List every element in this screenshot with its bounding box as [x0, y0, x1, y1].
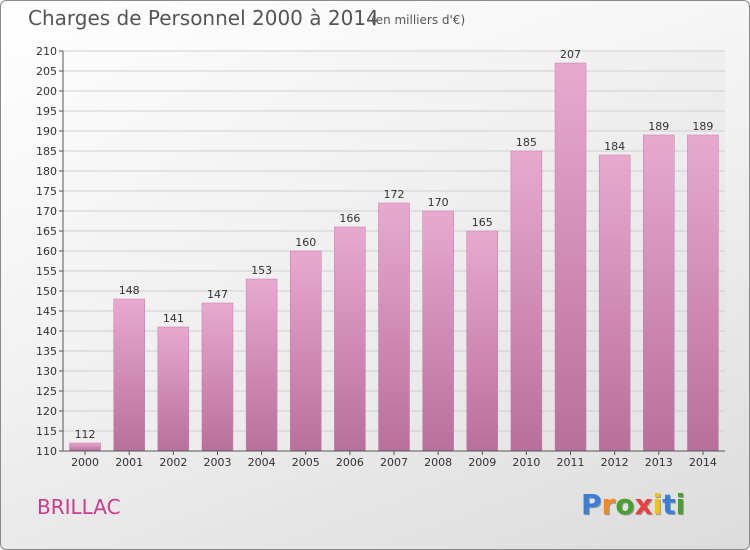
y-tick-label: 140 — [36, 325, 57, 338]
value-label: 148 — [119, 284, 140, 297]
y-tick-label: 110 — [36, 445, 57, 458]
bar-2003 — [201, 302, 234, 452]
y-tick-label: 210 — [36, 45, 57, 58]
value-label: 189 — [648, 120, 669, 133]
bar-2010 — [510, 150, 543, 452]
bar-2007 — [378, 202, 410, 452]
x-tick-label: 2009 — [468, 456, 496, 469]
chart-subtitle: (en milliers d'€) — [371, 13, 466, 27]
y-tick-label: 130 — [36, 365, 57, 378]
value-label: 184 — [604, 140, 625, 153]
x-tick-label: 2014 — [689, 456, 717, 469]
value-label: 185 — [516, 136, 537, 149]
x-tick-label: 2008 — [424, 456, 452, 469]
x-tick-label: 2005 — [292, 456, 320, 469]
x-tick-label: 2003 — [203, 456, 231, 469]
x-tick-label: 2001 — [115, 456, 143, 469]
x-tick-label: 2007 — [380, 456, 408, 469]
y-tick-label: 180 — [36, 165, 57, 178]
brand-letter: o — [615, 488, 635, 521]
x-tick-label: 2012 — [601, 456, 629, 469]
value-label: 207 — [560, 48, 581, 61]
value-label: 160 — [295, 236, 316, 249]
y-tick-label: 145 — [36, 305, 57, 318]
y-tick-label: 160 — [36, 245, 57, 258]
y-tick-label: 115 — [36, 425, 57, 438]
y-tick-label: 200 — [36, 85, 57, 98]
x-tick-label: 2010 — [512, 456, 540, 469]
value-label: 153 — [251, 264, 272, 277]
bar-2011 — [554, 62, 587, 452]
x-tick-label: 2004 — [248, 456, 276, 469]
y-tick-label: 125 — [36, 385, 57, 398]
y-axis-labels: 110 115 120 125 130 135 140 145 150 155 160 165 170 1… — [36, 45, 63, 458]
x-tick-label: 2006 — [336, 456, 364, 469]
y-tick-label: 185 — [36, 145, 57, 158]
entity-name: BRILLAC — [37, 495, 121, 519]
chart-title: Charges de Personnel 2000 à 2014 — [28, 6, 379, 30]
bar-2008 — [422, 210, 454, 452]
y-tick-label: 195 — [36, 105, 57, 118]
bar-2004 — [245, 278, 278, 452]
y-tick-label: 190 — [36, 125, 57, 138]
y-tick-label: 135 — [36, 345, 57, 358]
y-tick-label: 150 — [36, 285, 57, 298]
y-tick-label: 165 — [36, 225, 57, 238]
bar-2002 — [157, 326, 190, 452]
bar-2014 — [687, 134, 719, 452]
x-axis-labels: 2000 2001 2002 2003 2004 2005 2006 2007 2008 2009… — [71, 451, 717, 469]
brand-letter: r — [601, 488, 616, 521]
value-label: 165 — [472, 216, 493, 229]
bar-2001 — [113, 298, 145, 452]
brand-letter: P — [581, 488, 602, 521]
y-tick-label: 170 — [36, 205, 57, 218]
y-tick-label: 120 — [36, 405, 57, 418]
bars — [69, 62, 719, 452]
brand-letter: x — [634, 488, 653, 521]
bar-2012 — [598, 154, 631, 452]
x-tick-label: 2013 — [645, 456, 673, 469]
bar-2006 — [334, 226, 366, 452]
value-label: 141 — [163, 312, 184, 325]
brand-letter: i — [652, 488, 663, 521]
bar-2000 — [69, 442, 101, 452]
bar-2009 — [466, 230, 499, 452]
brand-letter: i — [675, 488, 686, 521]
brand-logo: Proxiti — [581, 488, 685, 521]
value-label: 147 — [207, 288, 228, 301]
x-tick-label: 2000 — [71, 456, 99, 469]
value-labels: 112 148 141 147 153 160 166 172 170 165 185 207 184 1… — [75, 48, 714, 441]
bar-2013 — [643, 134, 675, 452]
brand-letter: t — [662, 488, 676, 521]
x-tick-label: 2002 — [159, 456, 187, 469]
value-label: 189 — [692, 120, 713, 133]
value-label: 166 — [339, 212, 360, 225]
value-label: 112 — [75, 428, 96, 441]
y-tick-label: 175 — [36, 185, 57, 198]
bar-2005 — [289, 250, 322, 452]
value-label: 172 — [384, 188, 405, 201]
y-tick-label: 205 — [36, 65, 57, 78]
x-tick-label: 2011 — [557, 456, 585, 469]
value-label: 170 — [428, 196, 449, 209]
y-tick-label: 155 — [36, 265, 57, 278]
